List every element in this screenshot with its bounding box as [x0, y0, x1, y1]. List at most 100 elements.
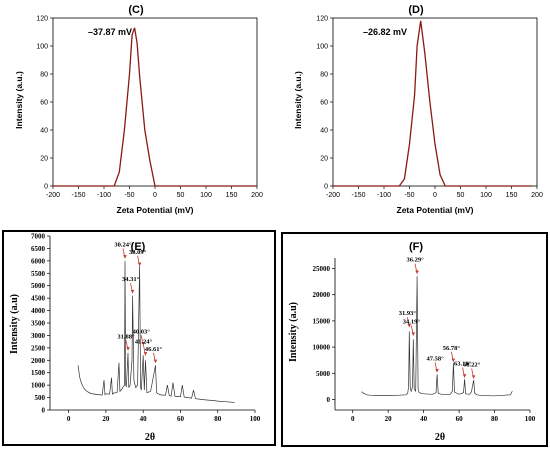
x-tick-label: 50 — [177, 192, 185, 199]
x-tick-label: 80 — [214, 415, 222, 423]
panel-d-series-line — [333, 20, 532, 187]
x-tick-label: 40 — [420, 415, 428, 423]
y-tick-label: 40 — [40, 128, 48, 135]
peak-label: 63.10° — [454, 361, 472, 368]
y-tick-label: 6500 — [31, 245, 46, 253]
panel-f-ylabel: Intensity (a.u) — [288, 302, 299, 362]
y-tick-label: 3000 — [31, 332, 46, 340]
panel-f: (F) 2θ Intensity (a.u) 0 20 40 60 80 100 0 5000… — [288, 241, 536, 443]
x-tick-label: -200 — [46, 192, 60, 199]
panel-d-plot-area — [332, 17, 538, 187]
x-tick-label: 150 — [226, 192, 238, 199]
x-tick-label: 60 — [456, 415, 464, 423]
y-tick-label: 100 — [316, 44, 328, 51]
panel-f-border — [281, 232, 548, 447]
peak-label: 34.31° — [122, 276, 140, 283]
peak-arrowhead — [143, 352, 148, 356]
y-tick-label: 5500 — [31, 270, 46, 278]
panel-e: (E) 2θ Intensity (a.u) 0 20 40 60 80 10005001… — [9, 233, 261, 444]
y-tick-label: 15000 — [313, 317, 331, 325]
panel-e-xlabel: 2θ — [145, 432, 155, 443]
peak-arrowhead — [153, 359, 158, 363]
x-tick-label: -100 — [377, 192, 391, 199]
peak-label: 46.61° — [145, 346, 163, 353]
panel-d-label: (D) — [408, 4, 424, 16]
y-tick-label: 0 — [327, 396, 331, 404]
y-tick-label: 10000 — [313, 344, 331, 352]
y-tick-label: 1500 — [31, 369, 46, 377]
y-tick-label: 0 — [324, 184, 328, 191]
y-tick-label: 5000 — [316, 370, 331, 378]
y-tick-label: 100 — [36, 44, 48, 51]
x-tick-label: 40 — [140, 415, 148, 423]
panel-f-label: (F) — [409, 241, 423, 253]
x-tick-label: 100 — [525, 415, 536, 423]
y-tick-label: 40 — [320, 128, 328, 135]
panel-e-series-line — [77, 260, 235, 403]
y-tick-label: 7000 — [31, 233, 46, 241]
peak-arrowhead — [137, 262, 142, 266]
x-tick-label: 0 — [351, 415, 355, 423]
panel-c-label: (C) — [128, 4, 144, 16]
peak-label: 38.09° — [129, 249, 147, 256]
panel-d-peak-label: –26.82 mV — [363, 27, 407, 37]
panel-e-ylabel: Intensity (a.u) — [9, 294, 20, 354]
y-tick-label: 0 — [42, 407, 46, 415]
x-tick-label: 80 — [491, 415, 499, 423]
panel-d-ylabel: Intensity (a.u.) — [293, 71, 303, 129]
panel-d-xlabel: Zeta Potential (mV) — [397, 205, 474, 215]
peak-label: 30.24° — [114, 241, 132, 248]
peak-arrowhead — [415, 270, 419, 274]
panel-c-ylabel: Intensity (a.u.) — [14, 71, 24, 129]
panel-c-plot-area — [52, 17, 258, 187]
y-tick-label: 5000 — [31, 282, 46, 290]
panel-c: (C) Zeta Potential (mV) Intensity (a.u.)… — [14, 4, 263, 215]
peak-arrowhead — [462, 374, 467, 378]
panel-f-xlabel: 2θ — [435, 432, 445, 443]
y-tick-label: 60 — [320, 100, 328, 107]
panel-c-series-line — [53, 27, 257, 187]
peak-arrowhead — [435, 369, 439, 373]
y-tick-label: 60 — [40, 100, 48, 107]
peak-label: 68.22° — [463, 362, 481, 369]
panel-e-label: (E) — [131, 241, 146, 253]
peak-arrowhead — [123, 255, 127, 259]
peak-label: 31.88° — [117, 333, 135, 340]
y-tick-label: 20 — [320, 156, 328, 163]
y-tick-label: 4500 — [31, 295, 46, 303]
y-tick-label: 4000 — [31, 307, 46, 315]
x-tick-label: -200 — [326, 192, 340, 199]
x-tick-label: 20 — [385, 415, 393, 423]
y-tick-label: 20 — [40, 156, 48, 163]
x-tick-label: -50 — [404, 192, 414, 199]
y-tick-label: 500 — [35, 394, 46, 402]
peak-arrowhead — [141, 342, 146, 346]
x-tick-label: -100 — [97, 192, 111, 199]
peak-label: 40.03° — [133, 328, 151, 335]
x-tick-label: 0 — [153, 192, 157, 199]
panel-e-border — [2, 230, 276, 446]
y-tick-label: 120 — [316, 16, 328, 23]
panel-d: (D) Zeta Potential (mV) Intensity (a.u.)… — [293, 4, 543, 215]
y-tick-label: 0 — [44, 184, 48, 191]
y-tick-label: 20000 — [313, 291, 331, 299]
peak-label: 31.93° — [399, 310, 417, 317]
panel-c-peak-label: –37.87 mV — [88, 27, 132, 37]
y-tick-label: 2500 — [31, 344, 46, 352]
panel-c-xlabel: Zeta Potential (mV) — [117, 205, 194, 215]
peak-label: 41.24° — [135, 338, 153, 345]
peak-arrowhead — [130, 289, 135, 294]
peak-label: 47.58° — [426, 355, 444, 362]
x-tick-label: 100 — [480, 192, 492, 199]
x-tick-label: -150 — [351, 192, 365, 199]
y-tick-label: 6000 — [31, 257, 46, 265]
x-tick-label: -50 — [124, 192, 134, 199]
peak-arrowhead — [411, 332, 416, 336]
y-tick-label: 120 — [36, 16, 48, 23]
x-tick-label: 100 — [250, 415, 261, 423]
x-tick-label: 60 — [177, 415, 185, 423]
y-tick-label: 80 — [40, 72, 48, 79]
peak-label: 36.29° — [406, 257, 424, 264]
panel-f-series-line — [361, 276, 513, 397]
